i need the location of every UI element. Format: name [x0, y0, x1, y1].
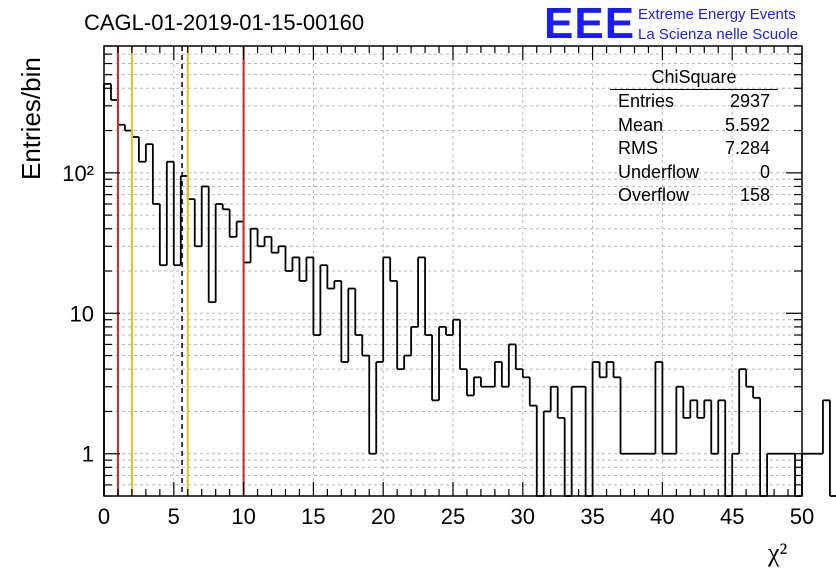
y-tick-label: 10² — [62, 161, 94, 186]
x-tick-label: 50 — [790, 504, 814, 529]
stats-value: 0 — [759, 161, 770, 182]
stats-label: RMS — [618, 138, 658, 158]
stats-value: 5.592 — [724, 114, 770, 135]
stats-label: Entries — [618, 91, 675, 111]
stats-value: 7.284 — [724, 138, 770, 158]
y-axis-label: Entries/bin — [16, 57, 46, 180]
tick-labels: 0 5 10 15 20 25 30 35 40 45 50 1 10 10² — [62, 161, 814, 529]
stats-divider — [610, 89, 778, 90]
x-axis-label: χ² — [768, 538, 788, 567]
y-tick-label: 1 — [82, 442, 94, 467]
stats-value: 158 — [739, 185, 770, 205]
stats-label: Mean — [618, 114, 664, 135]
x-tick-label: 30 — [511, 504, 535, 529]
x-tick-label: 10 — [231, 504, 255, 529]
logo-line2: La Scienza nelle Scuole — [638, 26, 799, 43]
x-tick-label: 5 — [168, 504, 180, 529]
x-tick-label: 35 — [580, 504, 604, 529]
y-tick-label: 10 — [70, 301, 94, 326]
stats-title: ChiSquare — [651, 67, 737, 87]
stats-box: ChiSquare Entries 2937 Mean 5.592 RMS 7.… — [610, 66, 778, 208]
x-tick-label: 0 — [98, 504, 110, 529]
x-tick-label: 45 — [720, 504, 744, 529]
stats-label: Underflow — [618, 161, 700, 182]
x-tick-label: 25 — [441, 504, 465, 529]
x-tick-label: 15 — [301, 504, 325, 529]
x-tick-label: 20 — [371, 504, 395, 529]
logo-line1: Extreme Energy Events — [638, 6, 796, 23]
reference-lines — [116, 46, 245, 496]
stats-row-entries: Entries 2937 — [610, 90, 778, 114]
stats-label: Overflow — [618, 185, 690, 205]
y-axis-label-wrap: Entries/bin — [8, 0, 48, 572]
stats-row-rms: RMS 7.284 — [610, 137, 778, 161]
eee-logo-mark: EEE — [544, 0, 636, 48]
stats-row-overflow: Overflow 158 — [610, 184, 778, 208]
stats-row-mean: Mean 5.592 — [610, 114, 778, 138]
stats-row-underflow: Underflow 0 — [610, 161, 778, 185]
x-tick-label: 40 — [650, 504, 674, 529]
chart-title: CAGL-01-2019-01-15-00160 — [84, 10, 365, 35]
axis-ticks — [103, 45, 803, 497]
stats-value: 2937 — [729, 91, 770, 111]
